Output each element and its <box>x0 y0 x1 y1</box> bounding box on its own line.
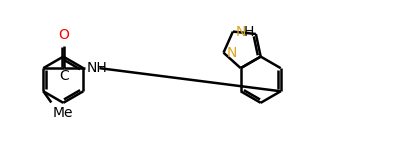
Text: NH: NH <box>86 61 107 75</box>
Text: O: O <box>59 28 70 43</box>
Text: N: N <box>235 25 246 39</box>
Text: N: N <box>227 46 237 60</box>
Text: C: C <box>59 69 69 83</box>
Text: H: H <box>243 25 253 39</box>
Text: Me: Me <box>53 106 73 120</box>
